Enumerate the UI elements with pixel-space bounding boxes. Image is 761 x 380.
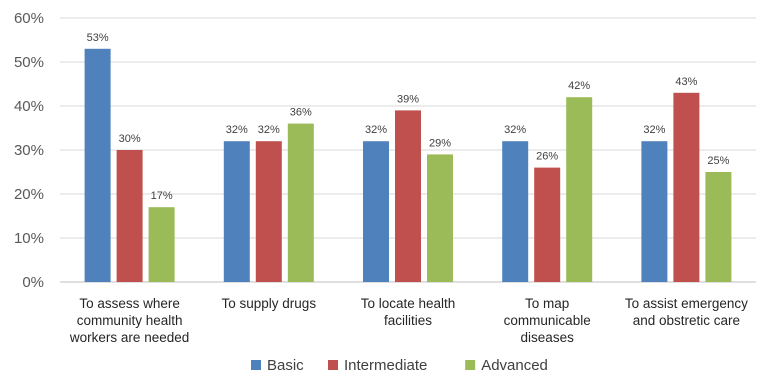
bar (641, 141, 668, 282)
legend-item: Basic (251, 357, 304, 374)
data-label: 26% (536, 151, 558, 163)
x-category-label: To assess where community health workers a… (69, 296, 189, 345)
x-category-label: To assist emergency and obstretic care (625, 296, 748, 328)
bar (566, 97, 593, 282)
data-label: 32% (504, 124, 526, 136)
data-label: 32% (258, 124, 280, 136)
x-category-label: To supply drugs (222, 296, 317, 311)
legend-label: Intermediate (344, 357, 427, 374)
data-label: 32% (226, 124, 248, 136)
legend-swatch (328, 360, 338, 370)
x-category-label: To locate health facilities (361, 296, 456, 328)
bar (255, 141, 282, 282)
data-label: 30% (119, 133, 141, 145)
legend-label: Basic (267, 357, 304, 374)
bar (287, 123, 314, 282)
bars (84, 48, 732, 283)
legend: Basic Intermediate Advanced (251, 357, 548, 374)
bar (116, 150, 143, 282)
bar (223, 141, 250, 282)
data-label: 42% (568, 80, 590, 92)
legend-swatch (465, 360, 476, 370)
data-label: 29% (429, 137, 451, 149)
bar (395, 110, 421, 283)
data-label: 36% (290, 107, 312, 119)
y-tick-label: 50% (14, 54, 44, 71)
data-label: 17% (151, 190, 173, 202)
bar (84, 48, 111, 282)
x-category-label: To map communicable diseases (504, 296, 591, 345)
legend-swatch (251, 360, 261, 370)
y-tick-label: 10% (14, 230, 44, 247)
data-label: 53% (87, 32, 109, 44)
data-label: 32% (365, 124, 387, 136)
y-tick-label: 20% (14, 186, 44, 203)
y-axis-ticks: 0% 10% 20% 30% 40% 50% 60% (14, 10, 44, 291)
x-axis-categories: To assess where community health workers a… (69, 296, 748, 345)
legend-item: Advanced (465, 357, 548, 374)
bar (673, 92, 700, 282)
legend-label: Advanced (481, 357, 548, 374)
y-tick-label: 40% (14, 98, 44, 115)
data-label: 32% (643, 124, 665, 136)
y-tick-label: 0% (22, 274, 44, 291)
bar (148, 207, 175, 282)
y-tick-label: 30% (14, 142, 44, 159)
bar (534, 167, 561, 282)
bar (502, 141, 529, 282)
bar (705, 172, 732, 282)
legend-item: Intermediate (328, 357, 427, 374)
y-tick-label: 60% (14, 10, 44, 27)
data-label: 43% (675, 76, 697, 88)
bar (427, 154, 453, 282)
data-label: 39% (397, 93, 419, 105)
bar (363, 141, 389, 282)
data-labels: 53% 30% 17% 32% 32% 36% 32% 39% 29% 32% 26% 42% 32% 4… (87, 32, 730, 202)
data-label: 25% (707, 155, 729, 167)
